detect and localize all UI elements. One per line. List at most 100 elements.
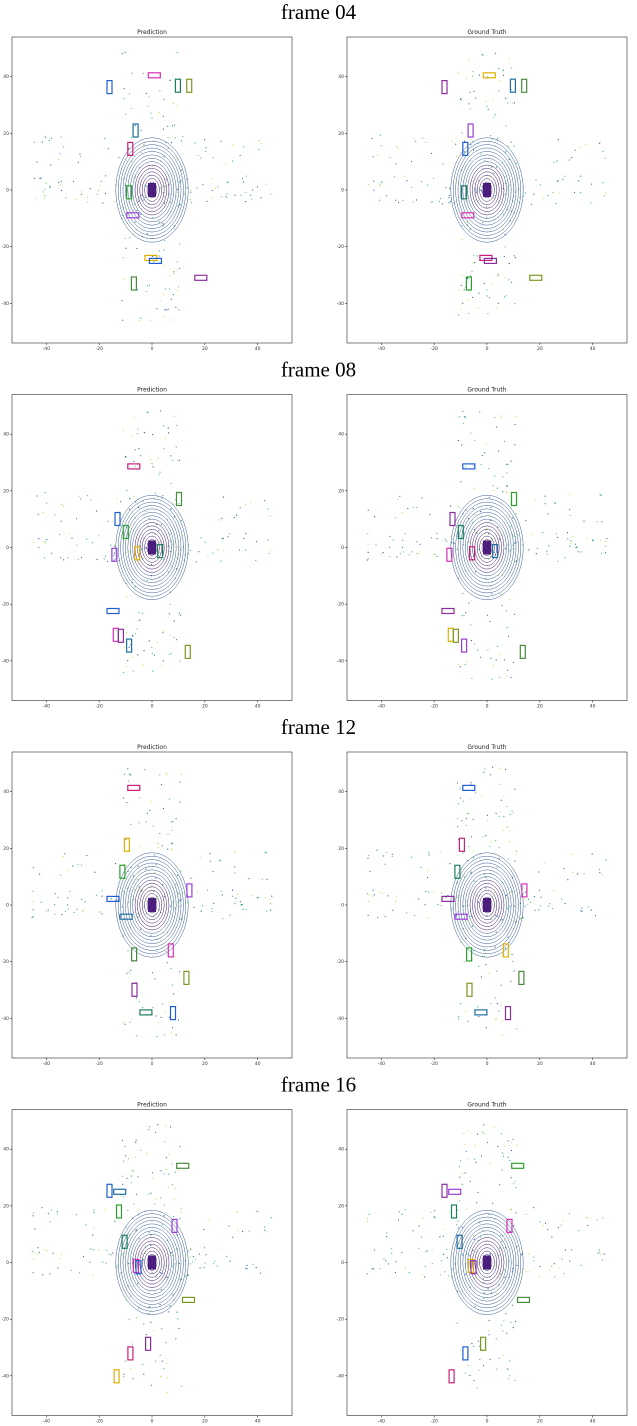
lidar-point <box>552 192 553 193</box>
lidar-point <box>62 856 63 857</box>
lidar-point <box>217 186 218 187</box>
lidar-point <box>146 821 147 822</box>
lidar-point <box>174 1263 175 1264</box>
lidar-point <box>32 1251 33 1252</box>
lidar-point <box>504 256 505 257</box>
lidar-point <box>471 872 472 873</box>
lidar-point <box>35 199 36 200</box>
y-tick-label: -40 <box>2 301 9 307</box>
lidar-point <box>159 221 160 222</box>
y-tick-label: -40 <box>2 658 9 664</box>
lidar-point <box>240 195 241 196</box>
lidar-point <box>120 501 121 502</box>
lidar-point <box>483 772 484 773</box>
box <box>518 1297 530 1302</box>
lidar-point <box>176 818 177 819</box>
lidar-point <box>599 869 600 870</box>
lidar-point <box>511 677 512 678</box>
x-tick-label: -40 <box>43 1419 50 1425</box>
lidar-point <box>490 520 491 521</box>
lidar-point <box>38 514 39 515</box>
lidar-point <box>507 627 508 628</box>
lidar-point <box>431 153 432 154</box>
lidar-point <box>51 553 52 554</box>
lidar-point <box>210 861 211 862</box>
lidar-point <box>171 843 172 844</box>
lidar-point <box>50 1221 51 1222</box>
y-tick-label: 20 <box>3 131 9 137</box>
lidar-point <box>385 864 386 865</box>
lidar-point <box>575 150 576 151</box>
lidar-point <box>126 632 127 633</box>
lidar-point <box>508 464 509 465</box>
lidar-point <box>60 1258 61 1259</box>
y-tick-label: 40 <box>3 789 9 795</box>
lidar-point <box>464 151 465 152</box>
lidar-point <box>132 1344 133 1345</box>
lidar-point <box>515 854 516 855</box>
lidar-point <box>379 200 380 201</box>
x-tick-label: -40 <box>378 1061 385 1067</box>
lidar-point <box>232 161 233 162</box>
lidar-point <box>422 137 423 138</box>
lidar-point <box>564 176 565 177</box>
lidar-point <box>457 782 458 783</box>
lidar-point <box>140 548 141 549</box>
lidar-point <box>477 307 478 308</box>
lidar-point <box>429 514 430 515</box>
lidar-point <box>515 1181 516 1182</box>
lidar-point <box>489 621 490 622</box>
lidar-point <box>440 851 441 852</box>
lidar-point <box>457 1221 458 1222</box>
lidar-point <box>392 856 393 857</box>
lidar-point <box>169 604 170 605</box>
lidar-point <box>232 890 233 891</box>
lidar-point <box>511 1262 512 1263</box>
lidar-point <box>128 902 129 903</box>
lidar-point <box>215 188 216 189</box>
lidar-point <box>409 1272 410 1273</box>
lidar-point <box>171 821 172 822</box>
lidar-point <box>468 602 469 603</box>
lidar-point <box>602 1260 603 1261</box>
lidar-point <box>151 801 152 802</box>
lidar-point <box>86 855 87 856</box>
lidar-point <box>465 1144 466 1145</box>
lidar-point <box>152 237 153 238</box>
lidar-point <box>380 185 381 186</box>
lidar-point <box>470 916 471 917</box>
lidar-point <box>414 915 415 916</box>
lidar-point <box>437 904 438 905</box>
lidar-point <box>150 1322 151 1323</box>
lidar-point <box>383 1258 384 1259</box>
lidar-point <box>425 904 426 905</box>
lidar-point <box>367 893 368 894</box>
lidar-point <box>543 1225 544 1226</box>
lidar-point <box>398 1219 399 1220</box>
lidar-point <box>405 1267 406 1268</box>
lidar-point <box>235 898 236 899</box>
lidar-point <box>503 830 504 831</box>
ego-vehicle <box>483 898 491 912</box>
lidar-point <box>237 1211 238 1212</box>
lidar-point <box>166 179 167 180</box>
lidar-point <box>577 873 578 874</box>
lidar-point <box>494 185 495 186</box>
lidar-point <box>64 853 65 854</box>
lidar-point <box>501 800 502 801</box>
lidar-point <box>78 559 79 560</box>
lidar-point <box>491 593 492 594</box>
lidar-point <box>106 1250 107 1251</box>
lidar-point <box>536 553 537 554</box>
lidar-point <box>482 1230 483 1231</box>
box <box>107 896 119 901</box>
lidar-point <box>229 1261 230 1262</box>
lidar-point <box>386 1232 387 1233</box>
lidar-point <box>79 154 80 155</box>
lidar-point <box>487 1288 488 1289</box>
lidar-point <box>179 1146 180 1147</box>
lidar-point <box>49 140 50 141</box>
lidar-point <box>501 1005 502 1006</box>
lidar-point <box>175 908 176 909</box>
box <box>463 142 468 155</box>
